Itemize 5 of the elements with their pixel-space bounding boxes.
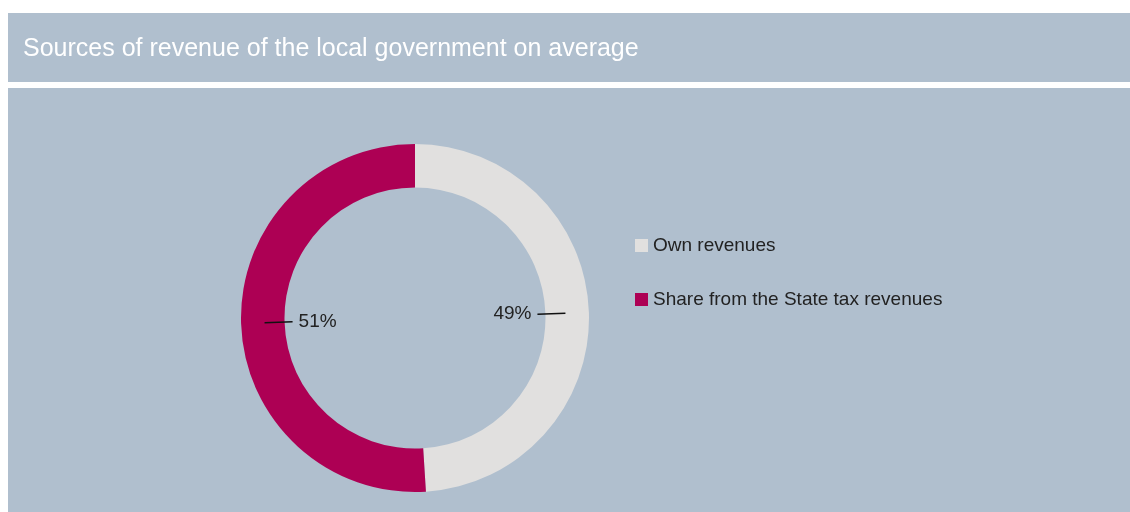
data-label: 49% <box>493 302 532 324</box>
chart-title: Sources of revenue of the local government on average <box>8 13 1130 82</box>
legend-label: Share from the State tax revenues <box>653 288 943 310</box>
data-label: 51% <box>298 310 337 332</box>
legend-label: Own revenues <box>653 234 776 256</box>
